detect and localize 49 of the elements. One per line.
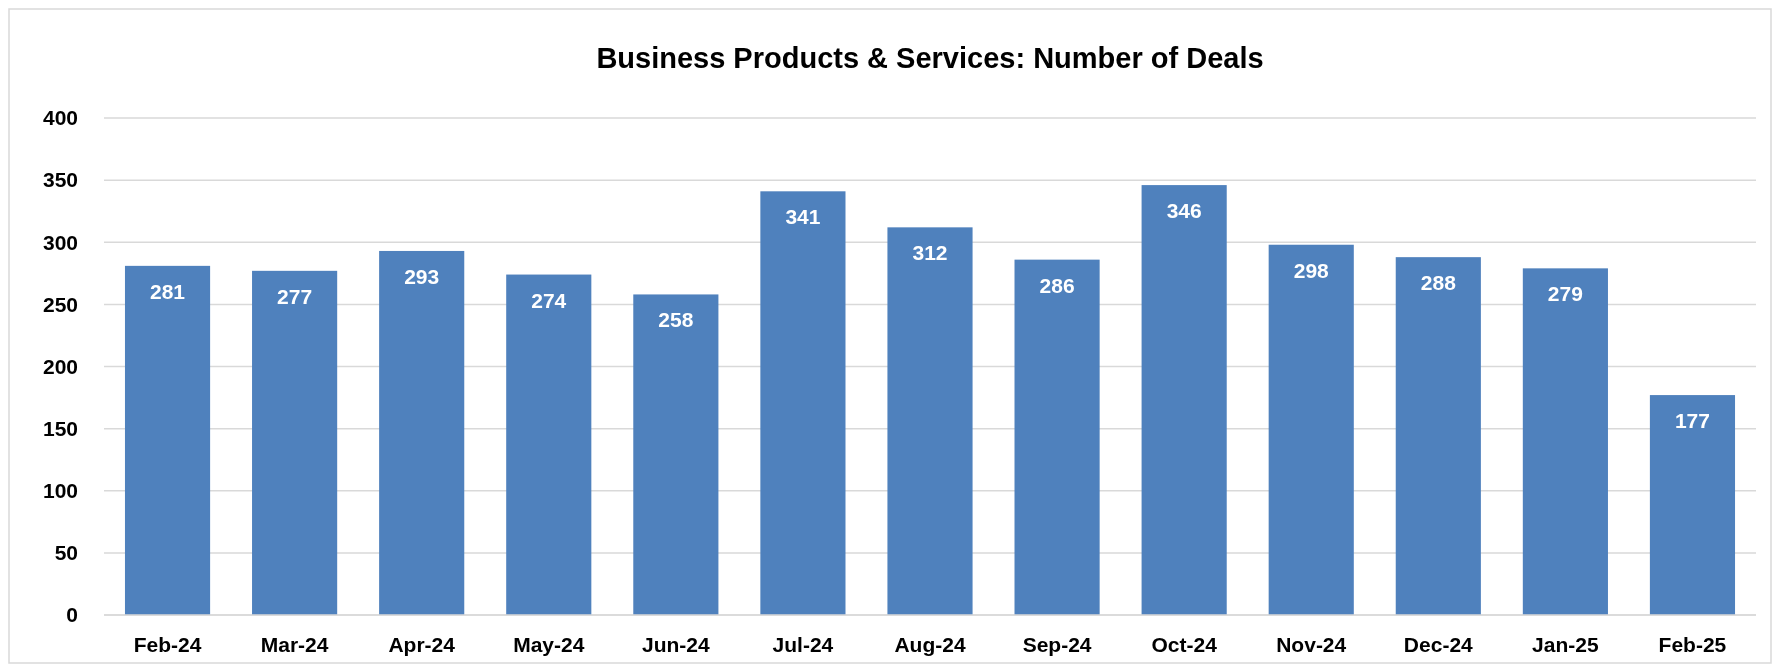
bar	[379, 250, 465, 615]
data-label: 341	[785, 205, 821, 229]
data-label: 286	[1039, 273, 1075, 297]
y-tick-label: 300	[42, 230, 78, 254]
bar	[760, 191, 846, 615]
y-tick-label: 200	[42, 354, 78, 378]
bar	[633, 294, 719, 615]
bar	[1649, 395, 1736, 615]
data-label: 279	[1547, 282, 1583, 306]
bar	[1522, 268, 1608, 615]
x-tick-label: Jul-24	[772, 633, 834, 656]
x-tick-label: Oct-24	[1151, 633, 1218, 656]
y-tick-label: 400	[42, 106, 78, 130]
data-label: 293	[404, 264, 440, 288]
x-tick-label: Feb-24	[133, 633, 202, 656]
data-label: 312	[912, 241, 948, 265]
x-tick-label: May-24	[513, 633, 585, 656]
bar	[506, 274, 592, 615]
x-tick-label: Jun-24	[642, 633, 711, 656]
y-tick-label: 0	[66, 603, 78, 627]
y-tick-label: 250	[42, 292, 78, 316]
x-tick-label: Nov-24	[1276, 633, 1347, 656]
bar	[124, 265, 211, 615]
bar	[1141, 185, 1227, 615]
x-tick-label: Aug-24	[894, 633, 966, 656]
data-label: 288	[1420, 271, 1457, 295]
data-label: 258	[658, 308, 694, 332]
x-tick-label: Mar-24	[260, 633, 329, 656]
data-label: 177	[1674, 409, 1710, 433]
x-tick-label: Sep-24	[1022, 633, 1092, 656]
data-label: 274	[531, 288, 567, 312]
data-label: 281	[150, 279, 186, 303]
x-tick-label: Jan-25	[1532, 633, 1599, 656]
bar	[887, 227, 973, 615]
y-tick-label: 50	[54, 541, 78, 565]
y-tick-label: 100	[42, 479, 78, 503]
x-tick-label: Feb-25	[1658, 633, 1727, 656]
bar	[1014, 259, 1100, 615]
bar	[252, 270, 338, 615]
bar	[1268, 244, 1354, 615]
chart-title: Business Products & Services: Number of Deals	[596, 42, 1264, 74]
data-label: 346	[1166, 199, 1202, 223]
bar	[1395, 257, 1481, 615]
y-tick-label: 150	[42, 416, 78, 440]
data-label: 277	[277, 284, 313, 308]
y-tick-label: 350	[42, 168, 78, 192]
x-tick-label: Apr-24	[388, 633, 456, 656]
x-tick-label: Dec-24	[1403, 633, 1474, 656]
data-label: 298	[1293, 258, 1330, 282]
